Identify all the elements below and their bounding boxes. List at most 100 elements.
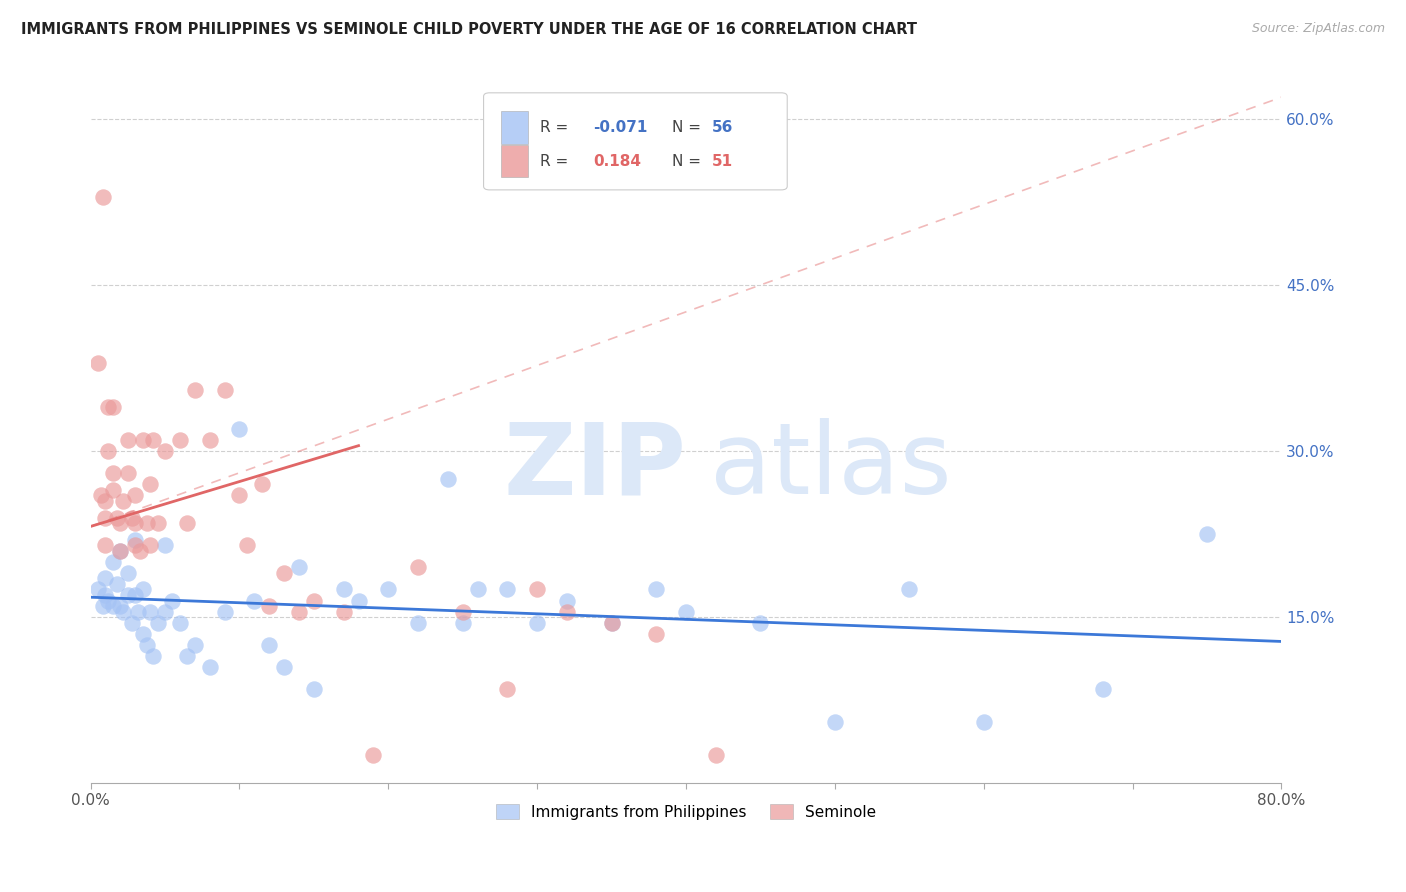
Point <box>97 444 120 458</box>
Point <box>142 648 165 663</box>
Point <box>288 605 311 619</box>
Point <box>107 510 129 524</box>
Point <box>139 605 162 619</box>
Point <box>121 615 143 630</box>
Point <box>124 588 146 602</box>
Point <box>236 538 259 552</box>
Point <box>198 433 221 447</box>
Point <box>347 593 370 607</box>
Point <box>153 444 176 458</box>
Point <box>101 599 124 613</box>
Text: N =: N = <box>672 120 706 135</box>
Point <box>496 681 519 696</box>
Point <box>101 555 124 569</box>
Point <box>675 605 697 619</box>
Point <box>117 467 139 481</box>
Point <box>273 566 295 580</box>
Point <box>332 582 354 597</box>
Point <box>110 599 132 613</box>
Point <box>169 615 191 630</box>
Point <box>645 626 668 640</box>
Point <box>526 582 548 597</box>
Point <box>363 748 385 763</box>
Point <box>124 516 146 530</box>
Point <box>153 538 176 552</box>
Point <box>250 477 273 491</box>
Point <box>496 582 519 597</box>
Point <box>288 560 311 574</box>
Point <box>110 543 132 558</box>
FancyBboxPatch shape <box>484 93 787 190</box>
Point <box>184 384 207 398</box>
Point <box>214 605 236 619</box>
Point <box>97 593 120 607</box>
Point <box>128 543 150 558</box>
Text: Source: ZipAtlas.com: Source: ZipAtlas.com <box>1251 22 1385 36</box>
Point <box>302 593 325 607</box>
Point <box>101 467 124 481</box>
Point <box>526 615 548 630</box>
Point <box>139 477 162 491</box>
Point <box>214 384 236 398</box>
Point <box>132 626 155 640</box>
Point <box>121 510 143 524</box>
Legend: Immigrants from Philippines, Seminole: Immigrants from Philippines, Seminole <box>489 797 882 826</box>
Point <box>898 582 921 597</box>
Point <box>94 510 117 524</box>
Point <box>1195 527 1218 541</box>
Point <box>91 599 114 613</box>
Point <box>555 605 578 619</box>
Point <box>184 638 207 652</box>
Point <box>302 681 325 696</box>
Text: R =: R = <box>540 153 572 169</box>
Point <box>90 488 112 502</box>
Point <box>94 538 117 552</box>
Point <box>101 483 124 497</box>
Point <box>124 538 146 552</box>
Text: 56: 56 <box>713 120 734 135</box>
Point <box>146 615 169 630</box>
Point <box>228 488 250 502</box>
Point <box>243 593 266 607</box>
Point <box>600 615 623 630</box>
Point <box>124 488 146 502</box>
Point <box>406 560 429 574</box>
Point <box>176 648 198 663</box>
Point <box>132 582 155 597</box>
Point <box>1091 681 1114 696</box>
Text: 51: 51 <box>713 153 734 169</box>
Point <box>94 588 117 602</box>
Point <box>600 615 623 630</box>
Point <box>139 538 162 552</box>
Point <box>169 433 191 447</box>
Point <box>132 433 155 447</box>
FancyBboxPatch shape <box>502 145 527 178</box>
Point <box>749 615 772 630</box>
Point <box>87 582 110 597</box>
Point <box>451 615 474 630</box>
Point <box>117 566 139 580</box>
Point <box>91 190 114 204</box>
Point <box>87 356 110 370</box>
Point <box>110 543 132 558</box>
Point <box>136 516 159 530</box>
Point <box>406 615 429 630</box>
Point <box>112 605 135 619</box>
Point <box>110 516 132 530</box>
Point <box>94 571 117 585</box>
Point <box>257 599 280 613</box>
Text: N =: N = <box>672 153 706 169</box>
Text: -0.071: -0.071 <box>593 120 648 135</box>
Point <box>117 588 139 602</box>
Point <box>162 593 184 607</box>
Text: IMMIGRANTS FROM PHILIPPINES VS SEMINOLE CHILD POVERTY UNDER THE AGE OF 16 CORREL: IMMIGRANTS FROM PHILIPPINES VS SEMINOLE … <box>21 22 917 37</box>
Point <box>645 582 668 597</box>
Point <box>112 494 135 508</box>
Point <box>332 605 354 619</box>
Point <box>437 472 460 486</box>
Point <box>824 715 846 730</box>
Text: atlas: atlas <box>710 418 952 516</box>
Text: 0.184: 0.184 <box>593 153 641 169</box>
Point <box>124 533 146 547</box>
Text: ZIP: ZIP <box>503 418 686 516</box>
